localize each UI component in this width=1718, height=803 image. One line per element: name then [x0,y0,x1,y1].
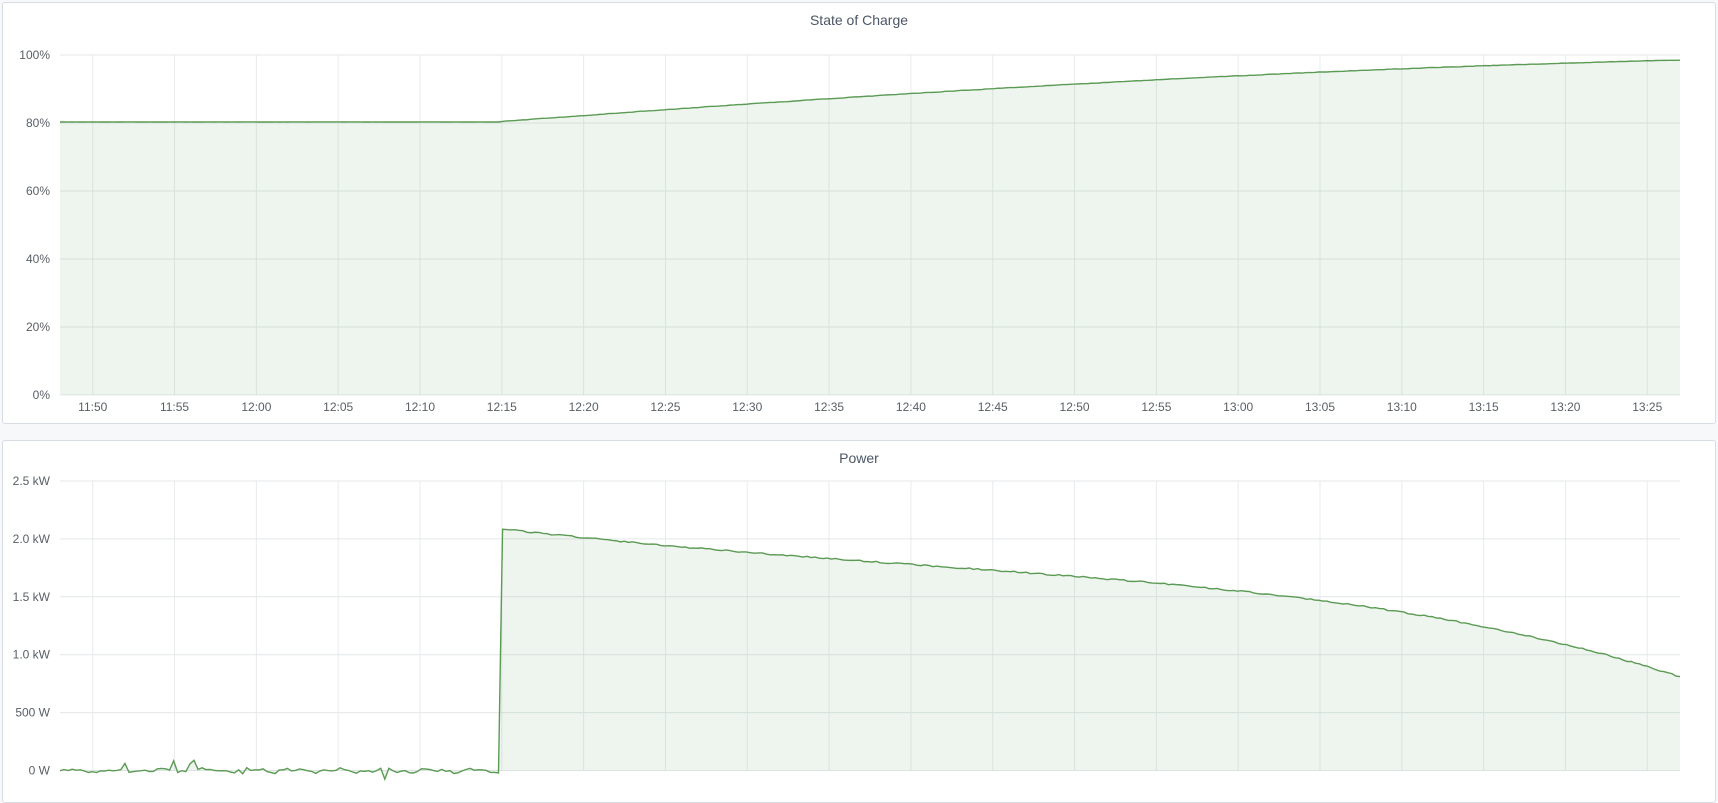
svg-text:13:15: 13:15 [1469,400,1499,414]
svg-text:12:15: 12:15 [487,400,517,414]
svg-text:11:50: 11:50 [78,400,107,414]
svg-text:60%: 60% [26,184,50,198]
svg-text:12:30: 12:30 [732,400,762,414]
svg-text:12:10: 12:10 [405,400,435,414]
svg-text:12:05: 12:05 [323,400,353,414]
svg-text:12:20: 12:20 [569,400,599,414]
svg-text:0%: 0% [33,388,51,402]
svg-text:11:55: 11:55 [160,400,189,414]
svg-text:13:05: 13:05 [1305,400,1335,414]
svg-text:20%: 20% [26,320,50,334]
svg-text:500 W: 500 W [15,706,50,720]
svg-text:13:25: 13:25 [1632,400,1662,414]
svg-text:1.5 kW: 1.5 kW [13,590,51,604]
svg-text:13:20: 13:20 [1550,400,1580,414]
svg-text:12:35: 12:35 [814,400,844,414]
svg-text:2.5 kW: 2.5 kW [13,474,51,488]
svg-text:40%: 40% [26,252,50,266]
svg-text:12:45: 12:45 [978,400,1008,414]
svg-text:12:40: 12:40 [896,400,926,414]
svg-text:12:25: 12:25 [650,400,680,414]
svg-text:12:55: 12:55 [1141,400,1171,414]
svg-text:13:10: 13:10 [1387,400,1417,414]
svg-text:12:50: 12:50 [1060,400,1090,414]
svg-text:12:00: 12:00 [241,400,271,414]
svg-text:0 W: 0 W [29,764,51,778]
svg-text:100%: 100% [19,48,50,62]
svg-text:2.0 kW: 2.0 kW [13,532,51,546]
svg-text:80%: 80% [26,116,50,130]
svg-text:13:00: 13:00 [1223,400,1253,414]
svg-text:1.0 kW: 1.0 kW [13,648,51,662]
